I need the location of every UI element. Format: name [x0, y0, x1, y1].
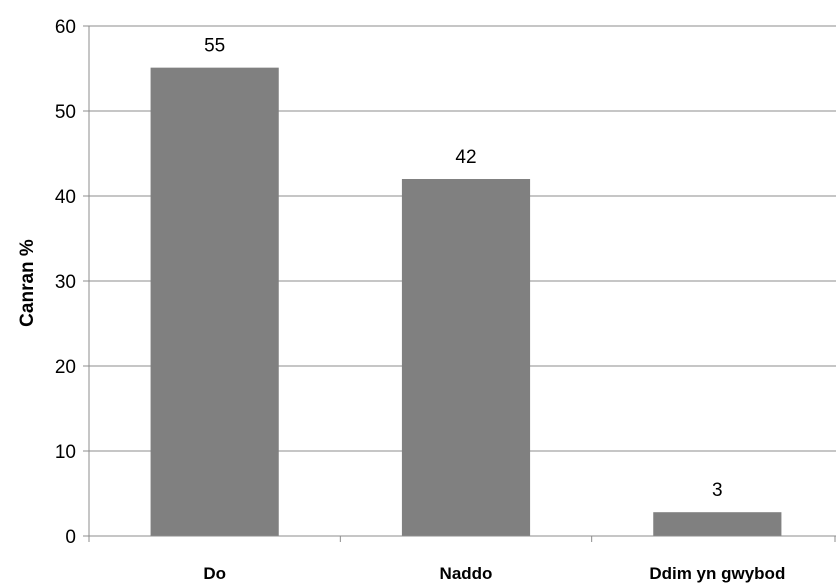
y-tick-label-30: 30 [55, 272, 76, 293]
x-label-2: Naddo [440, 564, 493, 583]
bar-3 [653, 512, 782, 536]
x-label-1: Do [203, 564, 226, 583]
axes [83, 25, 836, 542]
data-labels: 55 42 3 [204, 36, 723, 502]
bars [150, 67, 782, 537]
x-label-3: Ddim yn gwybod [649, 564, 785, 583]
bar-2 [401, 179, 531, 536]
data-label-1: 55 [204, 36, 225, 57]
y-tick-label-50: 50 [55, 102, 76, 123]
x-category-labels: Do Naddo Ddim yn gwybod [203, 564, 785, 583]
y-tick-label-60: 60 [55, 17, 76, 38]
y-tick-label-0: 0 [65, 527, 76, 548]
data-label-2: 42 [455, 147, 476, 168]
y-axis-title: Canran % [17, 239, 38, 327]
y-tick-label-40: 40 [55, 187, 76, 208]
bar-1 [150, 67, 279, 537]
y-tick-labels: 0 10 20 30 40 50 60 [55, 17, 76, 548]
data-label-3: 3 [712, 480, 723, 501]
y-tick-label-20: 20 [55, 357, 76, 378]
y-tick-label-10: 10 [55, 442, 76, 463]
